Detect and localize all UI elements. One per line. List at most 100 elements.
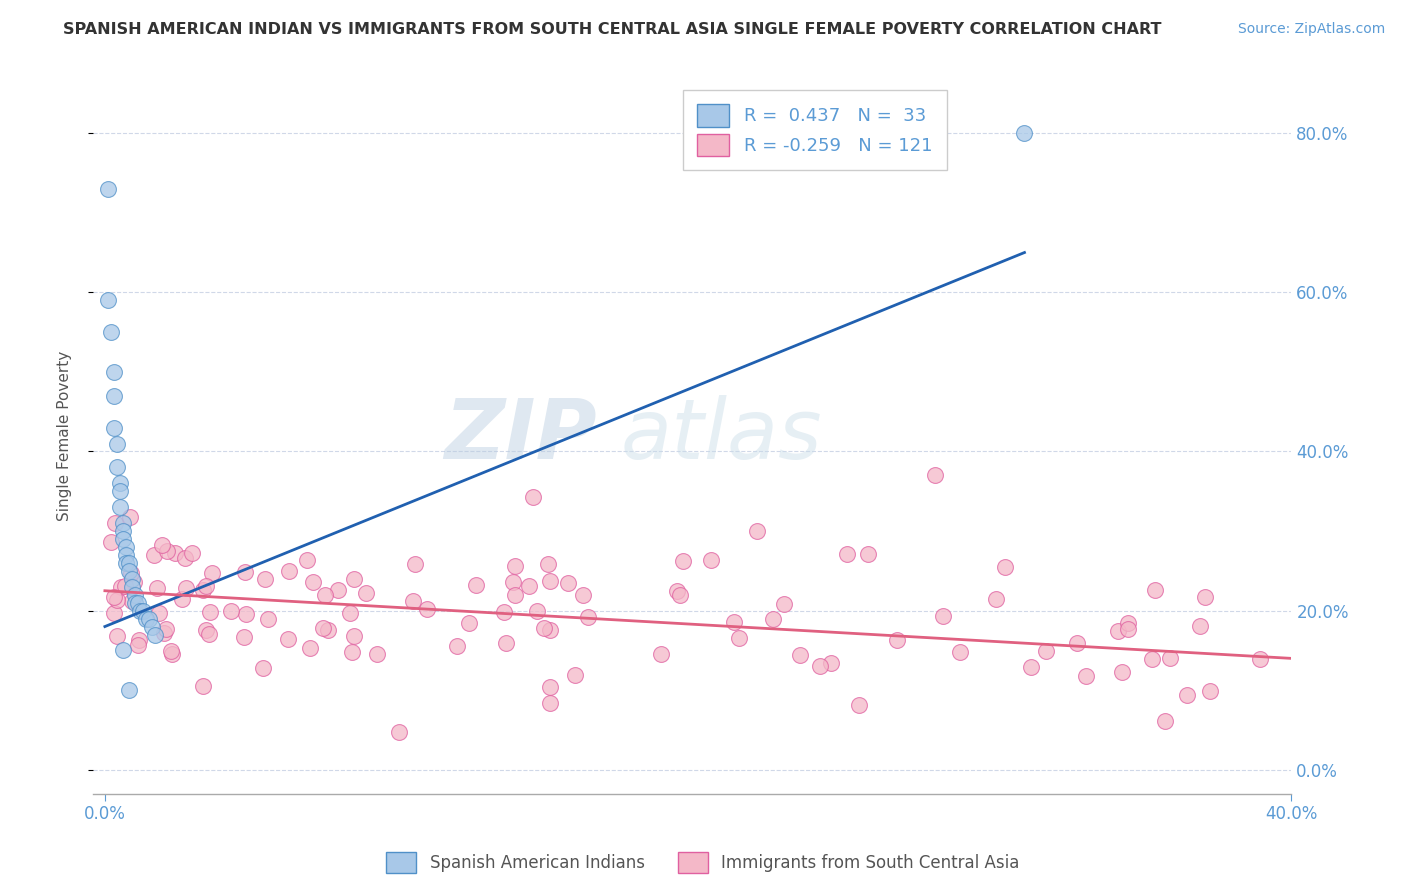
Point bbox=[772, 597, 794, 611]
Point bbox=[388, 725, 411, 739]
Point bbox=[1199, 684, 1222, 698]
Point bbox=[155, 622, 177, 636]
Point bbox=[311, 621, 333, 635]
Point bbox=[526, 604, 548, 618]
Point bbox=[326, 583, 349, 598]
Point bbox=[1116, 622, 1139, 636]
Point bbox=[152, 625, 174, 640]
Point bbox=[114, 540, 136, 554]
Point bbox=[104, 516, 127, 530]
Point bbox=[254, 572, 277, 586]
Point bbox=[232, 631, 254, 645]
Point bbox=[299, 640, 322, 655]
Point bbox=[1140, 652, 1163, 666]
Point bbox=[174, 581, 197, 595]
Point bbox=[277, 632, 299, 647]
Point bbox=[1249, 652, 1271, 666]
Point bbox=[576, 610, 599, 624]
Point bbox=[195, 579, 218, 593]
Point bbox=[1074, 669, 1097, 683]
Point bbox=[110, 580, 132, 594]
Point bbox=[117, 683, 139, 698]
Point bbox=[302, 575, 325, 590]
Point bbox=[457, 615, 479, 630]
Point bbox=[127, 638, 149, 652]
Point bbox=[105, 460, 128, 475]
Point bbox=[233, 565, 256, 579]
Point bbox=[277, 564, 299, 578]
Point bbox=[949, 645, 972, 659]
Point bbox=[117, 556, 139, 570]
Point bbox=[668, 588, 690, 602]
Point bbox=[129, 604, 152, 618]
Point bbox=[156, 544, 179, 558]
Point bbox=[198, 605, 221, 619]
Point bbox=[1014, 126, 1036, 140]
Point bbox=[124, 588, 146, 602]
Point bbox=[932, 609, 955, 624]
Point bbox=[416, 602, 439, 616]
Point bbox=[111, 532, 134, 546]
Point bbox=[1194, 590, 1216, 604]
Legend: R =  0.437   N =  33, R = -0.259   N = 121: R = 0.437 N = 33, R = -0.259 N = 121 bbox=[682, 90, 946, 170]
Point bbox=[148, 606, 170, 620]
Point bbox=[97, 293, 120, 308]
Point bbox=[174, 550, 197, 565]
Point bbox=[121, 572, 143, 586]
Point bbox=[103, 365, 125, 379]
Point bbox=[132, 604, 155, 618]
Point bbox=[1154, 714, 1177, 728]
Point bbox=[295, 552, 318, 566]
Point bbox=[1107, 624, 1129, 638]
Point bbox=[537, 557, 560, 571]
Point bbox=[103, 590, 125, 604]
Text: SPANISH AMERICAN INDIAN VS IMMIGRANTS FROM SOUTH CENTRAL ASIA SINGLE FEMALE POVE: SPANISH AMERICAN INDIAN VS IMMIGRANTS FR… bbox=[63, 22, 1161, 37]
Point bbox=[666, 584, 689, 599]
Point bbox=[1143, 582, 1166, 597]
Point bbox=[820, 656, 842, 670]
Point bbox=[789, 648, 811, 663]
Point bbox=[1066, 636, 1088, 650]
Point bbox=[108, 476, 131, 491]
Point bbox=[342, 645, 364, 659]
Point bbox=[252, 661, 274, 675]
Point bbox=[100, 325, 122, 339]
Point bbox=[402, 594, 425, 608]
Text: atlas: atlas bbox=[620, 395, 823, 476]
Point bbox=[318, 623, 340, 637]
Point bbox=[503, 588, 526, 602]
Point bbox=[886, 633, 908, 648]
Point bbox=[538, 680, 561, 694]
Point bbox=[808, 658, 831, 673]
Point bbox=[122, 575, 145, 590]
Point bbox=[114, 579, 136, 593]
Point bbox=[538, 623, 561, 637]
Point bbox=[105, 593, 128, 607]
Point bbox=[143, 627, 166, 641]
Point bbox=[856, 547, 879, 561]
Point bbox=[1159, 651, 1181, 665]
Point bbox=[108, 484, 131, 499]
Point bbox=[339, 606, 361, 620]
Point bbox=[366, 648, 388, 662]
Point bbox=[256, 612, 278, 626]
Point bbox=[762, 612, 785, 626]
Point bbox=[120, 566, 142, 580]
Point bbox=[924, 468, 946, 483]
Point bbox=[128, 632, 150, 647]
Text: ZIP: ZIP bbox=[444, 395, 596, 476]
Point bbox=[124, 596, 146, 610]
Point bbox=[103, 420, 125, 434]
Point bbox=[114, 548, 136, 562]
Point bbox=[114, 556, 136, 570]
Point bbox=[1175, 688, 1198, 702]
Point bbox=[1035, 644, 1057, 658]
Point bbox=[172, 592, 194, 607]
Point bbox=[1188, 619, 1211, 633]
Point bbox=[747, 524, 769, 538]
Point bbox=[159, 643, 181, 657]
Point bbox=[1019, 659, 1042, 673]
Point bbox=[100, 535, 122, 549]
Point bbox=[180, 546, 202, 560]
Point bbox=[127, 596, 149, 610]
